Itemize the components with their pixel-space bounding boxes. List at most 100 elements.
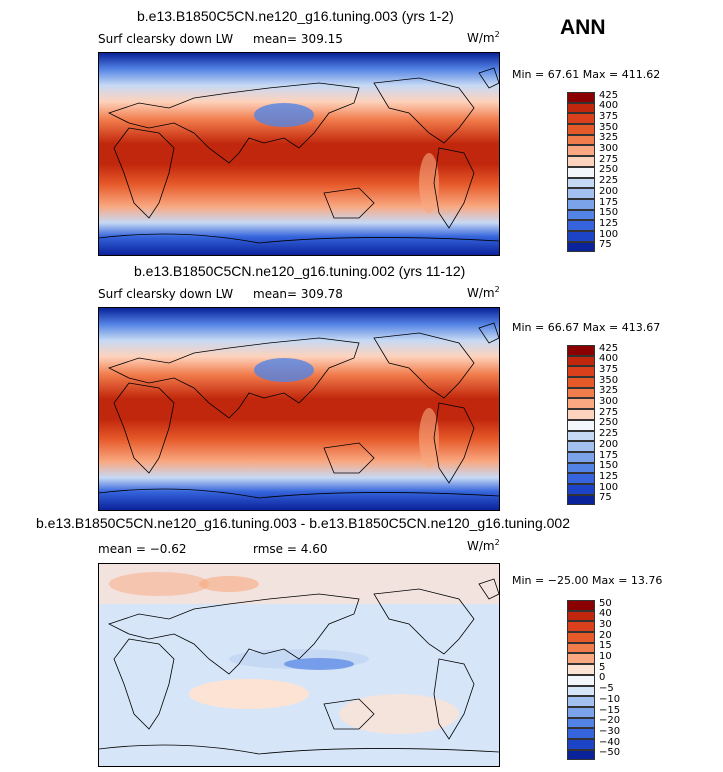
colorbar-segment (567, 610, 595, 622)
colorbar-segment (567, 188, 595, 199)
colorbar-tick-label: 150 (599, 207, 619, 219)
colorbar-segment (567, 696, 595, 707)
colorbar-tick-label: 125 (599, 217, 619, 229)
units-label: W/m2 (467, 538, 500, 553)
colorbar-tick-label: 375 (599, 110, 619, 122)
min-max-label: Min = 67.61 Max = 411.62 (512, 68, 661, 81)
map-field-1 (99, 53, 499, 255)
colorbar-tick-label: 100 (599, 228, 619, 240)
panel-title: b.e13.B1850C5CN.ne120_g16.tuning.003 - b… (36, 515, 570, 531)
colorbar-tick-label: −15 (599, 704, 621, 716)
colorbar-segment (567, 674, 595, 686)
colorbar-segment (567, 166, 595, 178)
colorbar-tick-label: −50 (599, 747, 621, 759)
colorbar-tick-label: 400 (599, 100, 619, 112)
colorbar-tick-label: 425 (599, 89, 619, 101)
colorbar-segment (567, 366, 595, 378)
colorbar-tick-label: −20 (599, 715, 621, 727)
colorbar-tick-label: 125 (599, 470, 619, 482)
colorbar-segment (567, 198, 595, 210)
colorbar-segment (567, 230, 595, 242)
colorbar-segment (567, 156, 595, 167)
colorbar-tick-label: 300 (599, 396, 619, 407)
colorbar-tick-label: 275 (599, 406, 619, 418)
colorbar-tick-label: 150 (599, 460, 619, 472)
colorbar-1: 425 400 375 350 325 300 275 250 225 200 175 150 125 1… (567, 90, 618, 253)
colorbar-tick-label: 300 (599, 143, 619, 154)
colorbar-tick-label: 20 (599, 629, 612, 641)
colorbar-tick-label: 15 (599, 640, 612, 652)
colorbar-segment (567, 600, 595, 611)
colorbar-tick-label: 325 (599, 132, 619, 144)
colorbar-segment (567, 706, 595, 718)
colorbar-tick-label: 375 (599, 363, 619, 375)
colorbar-tick-label: 200 (599, 185, 619, 197)
colorbar-segment (567, 462, 595, 474)
colorbar-segment (567, 483, 595, 495)
colorbar-segment (567, 664, 595, 675)
colorbar-segment (567, 653, 595, 665)
colorbar-segment (567, 345, 595, 356)
colorbar-tick-label: 75 (599, 492, 612, 504)
colorbar-segment (567, 102, 595, 114)
colorbar-segment (567, 473, 595, 484)
min-max-label: Min = 66.67 Max = 413.67 (512, 321, 661, 334)
colorbar-tick-label: 350 (599, 374, 619, 386)
colorbar-tick-label: −10 (599, 693, 621, 705)
colorbar-segment (567, 642, 595, 654)
colorbar-segment (567, 441, 595, 452)
colorbar-tick-label: 225 (599, 428, 619, 440)
colorbar-segment (567, 632, 595, 643)
units-label: W/m2 (467, 30, 500, 45)
colorbar-tick-label: 175 (599, 449, 619, 461)
colorbar-segment (567, 749, 595, 761)
colorbar-segment (567, 177, 595, 189)
map-panel-2 (98, 307, 500, 511)
colorbar-tick-label: 425 (599, 342, 619, 354)
colorbar-tick-label: 40 (599, 608, 612, 620)
colorbar-segment (567, 355, 595, 367)
colorbar-segment (567, 377, 595, 388)
colorbar-segment (567, 451, 595, 463)
panel-title: b.e13.B1850C5CN.ne120_g16.tuning.003 (yr… (137, 8, 454, 24)
colorbar-segment (567, 113, 595, 125)
colorbar-tick-label: 50 (599, 597, 612, 609)
colorbar-segment (567, 430, 595, 442)
colorbar-tick-label: 350 (599, 121, 619, 133)
map-field-2 (99, 308, 499, 510)
units-label: W/m2 (467, 285, 500, 300)
map-panel-1 (98, 52, 500, 256)
colorbar-segment (567, 387, 595, 399)
colorbar-segment (567, 134, 595, 146)
colorbar-tick-label: 200 (599, 438, 619, 450)
colorbar-tick-label: −30 (599, 725, 621, 737)
colorbar-3: 50 40 30 20 15 10 5 0 −5 −10 −15 −20 −30 −40 −50 (567, 598, 620, 761)
colorbar-tick-label: 225 (599, 175, 619, 187)
colorbar-tick-label: 325 (599, 385, 619, 397)
map-panel-3 (98, 563, 500, 767)
panel-title: b.e13.B1850C5CN.ne120_g16.tuning.002 (yr… (134, 263, 466, 279)
colorbar-segment (567, 494, 595, 506)
colorbar-segment (567, 220, 595, 231)
mean-label: mean = −0.62 (98, 542, 187, 556)
colorbar-segment (567, 409, 595, 420)
colorbar-segment (567, 419, 595, 431)
colorbar-segment (567, 685, 595, 697)
colorbar-segment (567, 241, 595, 253)
colorbar-segment (567, 728, 595, 739)
colorbar-segment (567, 92, 595, 103)
season-label: ANN (560, 16, 606, 39)
colorbar-segment (567, 209, 595, 221)
variable-label: Surf clearsky down LW (98, 287, 234, 301)
colorbar-tick-label: −40 (599, 736, 621, 748)
colorbar-tick-label: 175 (599, 196, 619, 208)
colorbar-tick-label: 100 (599, 481, 619, 493)
map-field-3 (99, 564, 499, 766)
colorbar-segment (567, 145, 595, 157)
colorbar-tick-label: 250 (599, 417, 619, 429)
colorbar-tick-label: 10 (599, 651, 612, 662)
mean-label: mean= 309.78 (253, 287, 343, 301)
colorbar-segment (567, 398, 595, 410)
colorbar-tick-label: 75 (599, 239, 612, 251)
colorbar-tick-label: 5 (599, 661, 606, 673)
